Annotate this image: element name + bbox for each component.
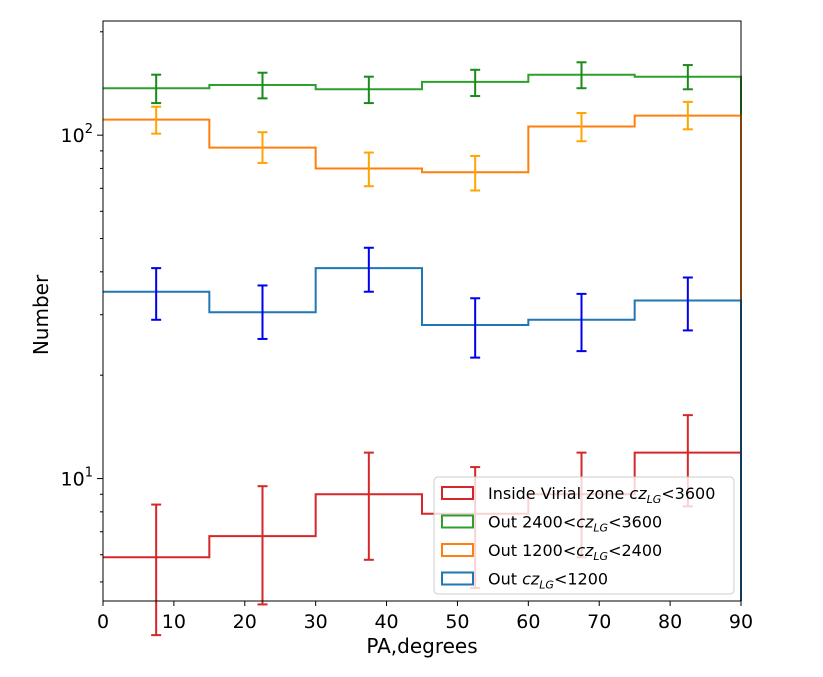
error-bar [363, 451, 374, 561]
error-bar [470, 297, 481, 359]
x-tick-label: 80 [658, 611, 682, 633]
legend-label: Out 2400<czLG<3600 [488, 513, 662, 535]
series-group [103, 61, 742, 601]
error-bar [151, 105, 162, 135]
y-axis: 101 102 [61, 31, 103, 583]
error-bar [470, 154, 481, 192]
x-tick-label: 60 [516, 611, 540, 633]
x-axis-label: PA,degrees [366, 634, 477, 658]
x-tick-label: 10 [162, 611, 186, 633]
legend-label: Out czLG<1200 [488, 570, 608, 592]
error-bar [363, 75, 374, 105]
error-bar [576, 292, 587, 353]
error-bar [682, 64, 693, 91]
x-tick-label: 90 [729, 611, 753, 633]
legend-item: Out 2400<czLG<3600 [441, 513, 662, 535]
y-tick-label: 101 [61, 466, 93, 491]
legend-swatch [441, 543, 474, 557]
histogram-step-line [103, 114, 742, 601]
x-tick-label: 20 [233, 611, 257, 633]
series-group [103, 246, 742, 601]
error-bar [257, 71, 268, 100]
legend-swatch [441, 486, 474, 500]
legend-label: Inside Virial zone czLG<3600 [488, 484, 715, 506]
error-bar [576, 61, 587, 90]
error-bar [151, 73, 162, 105]
error-bar [257, 284, 268, 340]
x-tick-label: 30 [304, 611, 328, 633]
error-bar [257, 131, 268, 164]
plot-frame [102, 20, 742, 602]
histogram-step-line [103, 451, 742, 601]
legend-item: Inside Virial zone czLG<3600 [441, 484, 715, 506]
x-tick-label: 50 [445, 611, 469, 633]
x-tick-label: 70 [587, 611, 611, 633]
error-bar [682, 100, 693, 131]
y-tick-label: 102 [61, 122, 93, 147]
error-bar [363, 246, 374, 293]
legend-label: Out 1200<czLG<2400 [488, 541, 662, 563]
legend: Inside Virial zone czLG<3600 Out 2400<czL… [433, 476, 735, 595]
x-tick-label: 40 [374, 611, 398, 633]
error-bar [576, 112, 587, 143]
histogram-step-line [103, 73, 742, 601]
x-tick-label: 0 [97, 611, 109, 633]
error-bar [363, 151, 374, 188]
error-bar [151, 267, 162, 321]
error-bar [682, 276, 693, 332]
y-axis-label: Number [29, 274, 53, 355]
legend-item: Out czLG<1200 [441, 570, 608, 592]
legend-item: Out 1200<czLG<2400 [441, 541, 662, 563]
error-bar [151, 503, 162, 637]
x-axis: 0 10 20 30 40 50 60 70 80 90 [97, 601, 753, 633]
histogram-step-line [103, 267, 742, 601]
legend-box [433, 476, 735, 595]
error-bar [470, 68, 481, 98]
legend-swatch [441, 571, 474, 586]
legend-swatch [441, 514, 474, 529]
error-bar [257, 485, 268, 606]
series-group [103, 100, 742, 601]
